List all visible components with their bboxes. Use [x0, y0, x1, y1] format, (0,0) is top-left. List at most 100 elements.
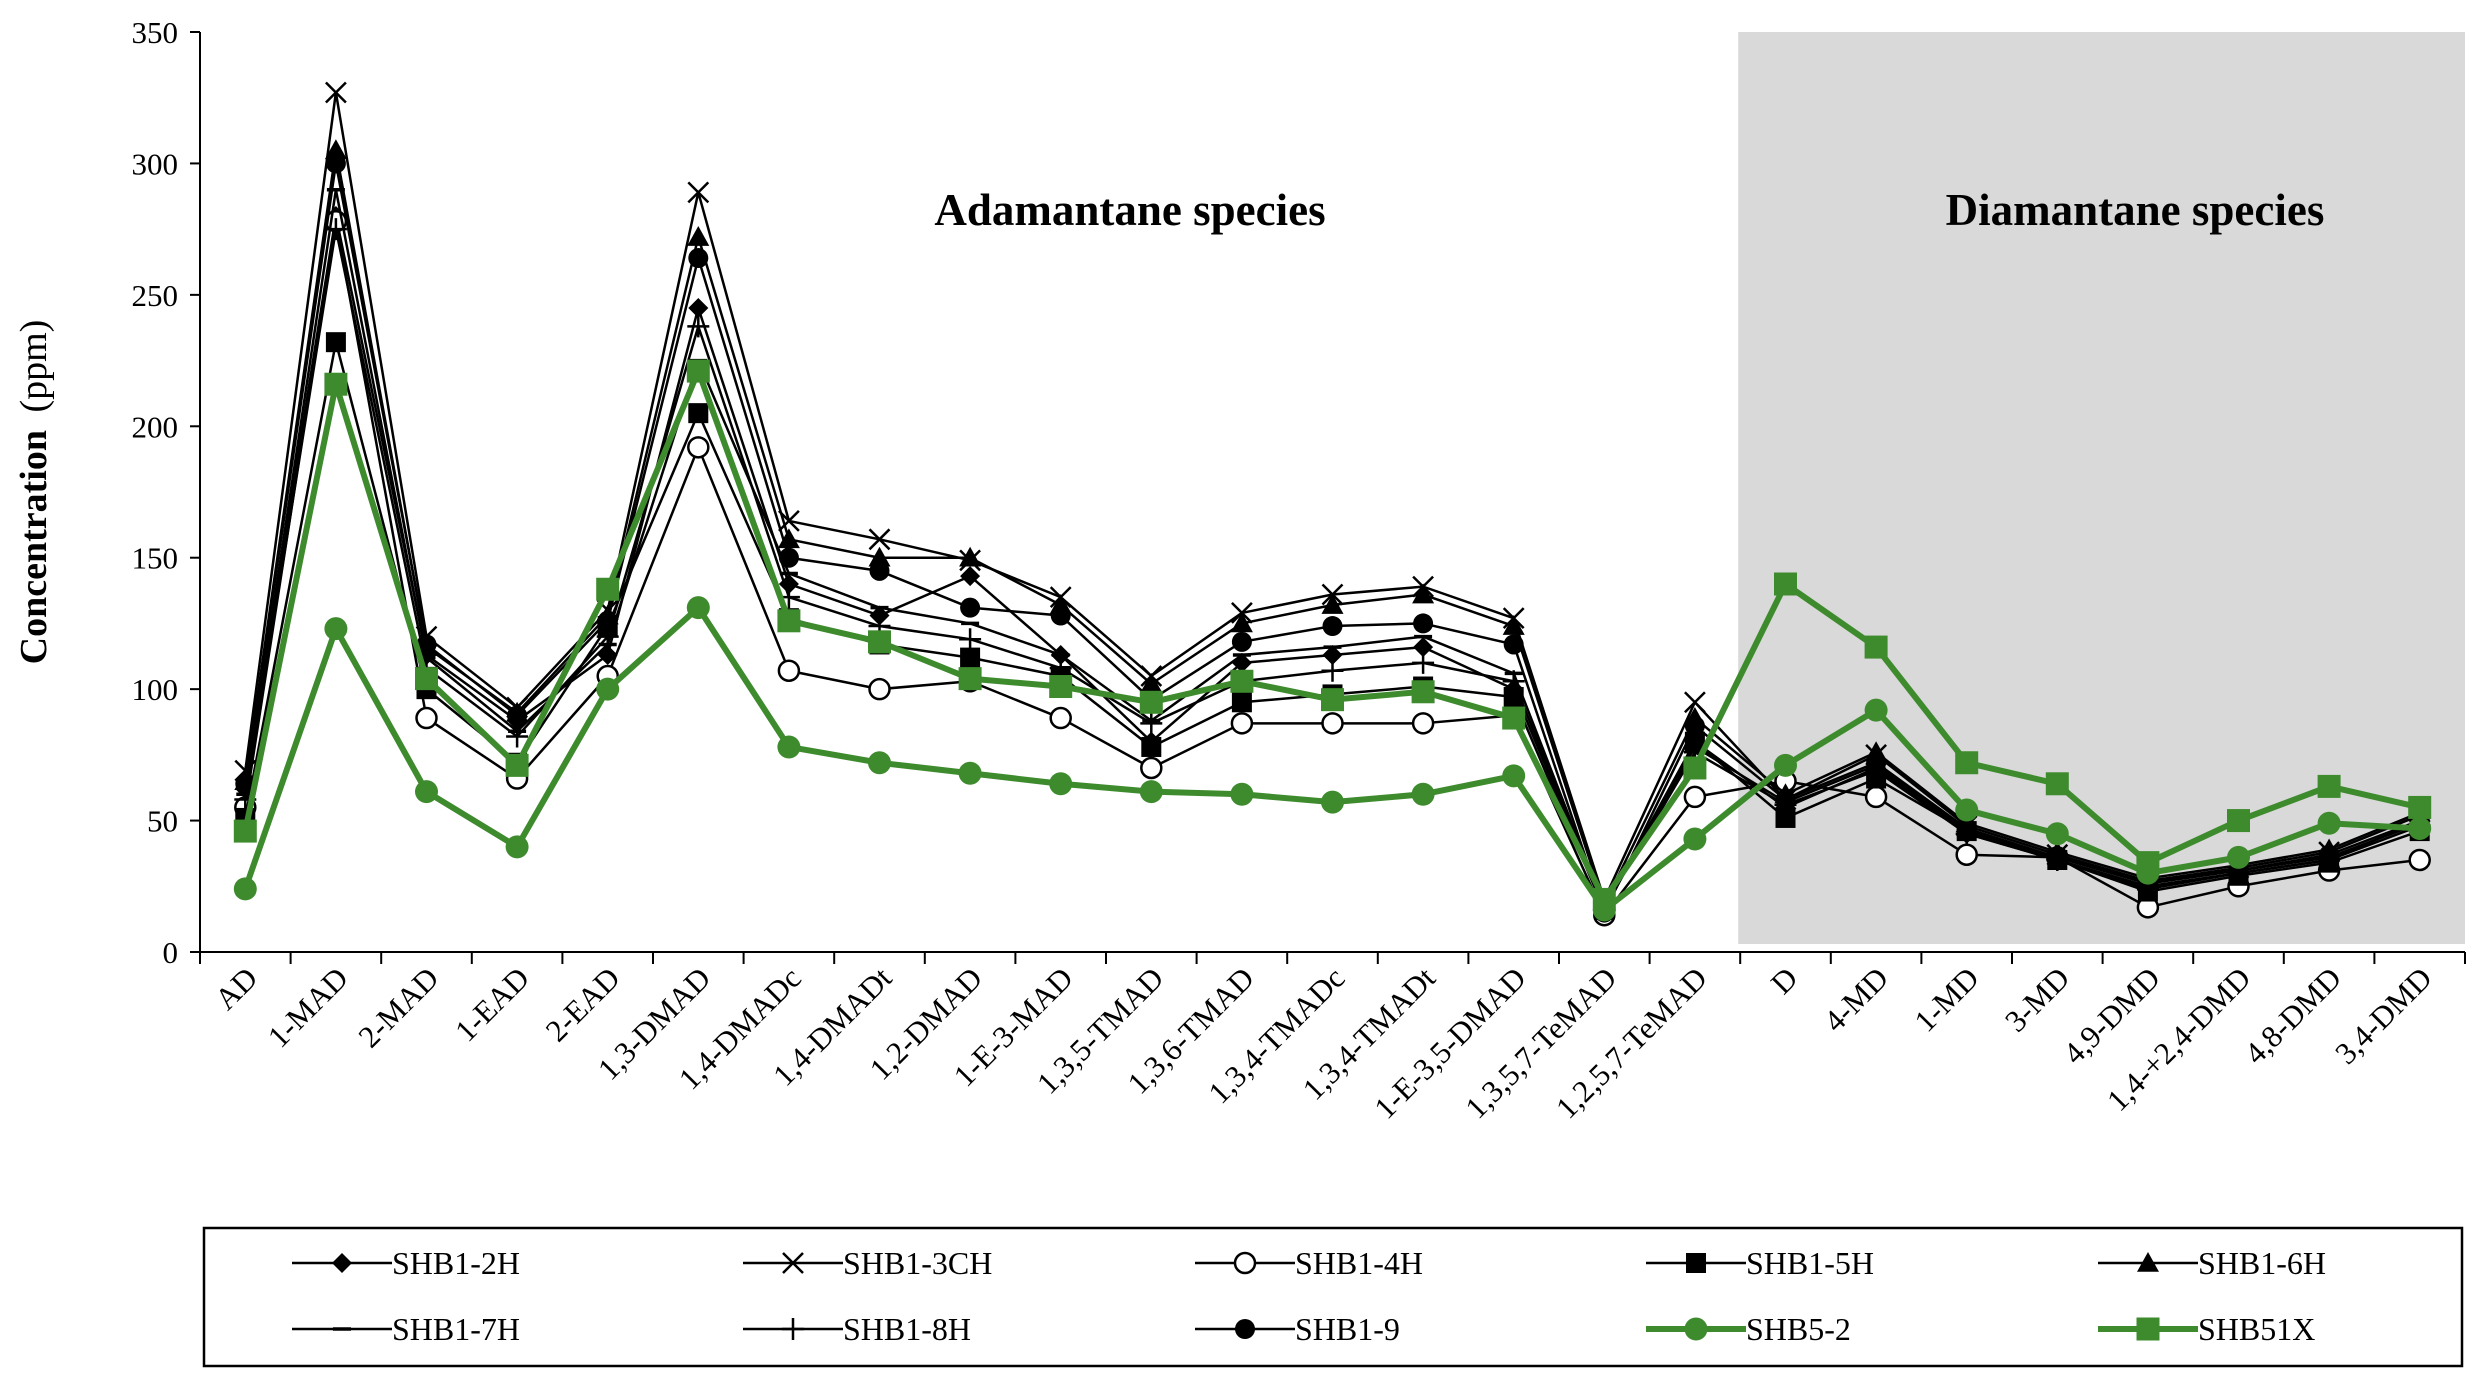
data-point	[1322, 616, 1343, 637]
legend-item: SHB1-5H	[1646, 1245, 1874, 1281]
data-point	[1230, 712, 1254, 735]
data-point	[1502, 764, 1526, 788]
legend-label: SHB1-9	[1295, 1311, 1400, 1347]
data-point	[1231, 692, 1252, 713]
data-point	[506, 725, 529, 748]
x-category-label: 4-MD	[1817, 960, 1895, 1038]
data-point	[1230, 782, 1254, 806]
legend-label: SHB1-3CH	[843, 1245, 992, 1281]
data-point	[324, 139, 347, 160]
legend-item: SHB1-6H	[2098, 1245, 2326, 1281]
legend-marker	[1684, 1317, 1708, 1341]
data-point	[2317, 774, 2341, 798]
data-point	[960, 566, 981, 587]
annotation-diamantane: Diamantane species	[1946, 185, 2325, 235]
data-point	[505, 835, 529, 859]
data-point	[507, 705, 528, 726]
data-point	[1775, 807, 1796, 828]
data-point	[686, 359, 710, 383]
legend-item: SHB5-2	[1646, 1311, 1851, 1347]
x-category-label: 3-MD	[1998, 960, 2076, 1038]
data-point	[2408, 795, 2432, 819]
y-axis-label-main: Concentration	[13, 430, 55, 664]
data-point	[415, 667, 438, 691]
legend-marker	[1686, 1253, 1706, 1273]
data-point	[233, 877, 257, 901]
data-point	[1411, 782, 1435, 806]
data-point	[325, 81, 347, 104]
data-point	[324, 218, 347, 241]
data-point	[1321, 712, 1344, 735]
legend-marker	[782, 1318, 804, 1340]
y-tick-label: 200	[132, 409, 179, 444]
data-point	[325, 332, 346, 353]
legend: SHB1-2H SHB1-3CH SHB1-4H SHB1-5H SHB1-6H SHB1…	[202, 1226, 2464, 1368]
data-point	[2319, 844, 2340, 865]
data-point	[687, 315, 710, 338]
data-point	[1322, 644, 1343, 665]
data-point	[2047, 847, 2068, 868]
legend-label: SHB5-2	[1746, 1311, 1851, 1347]
data-point	[1502, 706, 1526, 730]
data-point	[777, 735, 801, 759]
data-point	[687, 226, 710, 246]
legend-marker	[2136, 1317, 2160, 1341]
data-point	[415, 706, 438, 730]
data-point	[960, 647, 981, 668]
data-point	[869, 560, 890, 581]
data-point	[777, 609, 801, 633]
data-point	[868, 546, 891, 567]
data-point	[687, 181, 710, 204]
data-point	[1140, 756, 1163, 780]
data-point	[1955, 843, 1978, 866]
y-tick-label: 150	[132, 541, 179, 576]
x-category-label: 1-MD	[1907, 960, 1985, 1038]
series-shb1-9	[235, 153, 2430, 923]
data-point	[688, 248, 709, 269]
data-point	[1866, 752, 1887, 773]
data-point	[1955, 798, 1979, 822]
y-axis-label-unit: (ppm)	[13, 320, 55, 413]
series-layer	[233, 81, 2432, 927]
legend-marker	[782, 1252, 804, 1274]
data-point	[2408, 848, 2431, 872]
legend-item: SHB1-4H	[1195, 1245, 1423, 1281]
data-point	[1139, 780, 1163, 804]
data-point	[959, 628, 982, 651]
data-point	[1230, 669, 1254, 693]
data-point	[1412, 651, 1435, 674]
data-point	[2136, 851, 2160, 875]
data-point	[778, 547, 799, 568]
legend-label: SHB1-8H	[843, 1311, 971, 1347]
data-point	[1321, 594, 1344, 614]
data-point	[596, 677, 620, 701]
legend-label: SHB51X	[2198, 1311, 2315, 1347]
data-point	[416, 634, 437, 655]
data-point	[2317, 811, 2341, 835]
legend-marker	[2137, 1252, 2159, 1272]
data-point	[2045, 772, 2069, 796]
y-tick-label: 250	[132, 278, 179, 313]
data-point	[1592, 887, 1616, 911]
data-point	[1141, 736, 1162, 757]
data-point	[958, 761, 982, 785]
x-category-label: AD	[208, 960, 264, 1016]
data-point	[1411, 680, 1435, 704]
data-point	[1049, 772, 1073, 796]
data-point	[960, 597, 981, 618]
data-point	[324, 372, 348, 396]
data-point	[1230, 612, 1253, 633]
legend-item: SHB1-8H	[743, 1311, 971, 1347]
data-point	[1864, 635, 1888, 659]
data-point	[1503, 634, 1524, 655]
data-point	[1774, 572, 1797, 596]
data-point	[1140, 712, 1163, 735]
data-point	[688, 298, 709, 318]
data-point	[325, 153, 346, 174]
data-point	[1774, 753, 1797, 777]
data-point	[1413, 613, 1434, 634]
data-point	[1413, 637, 1434, 658]
legend-marker	[332, 1253, 352, 1273]
data-point	[415, 780, 438, 804]
data-point	[1864, 785, 1888, 809]
